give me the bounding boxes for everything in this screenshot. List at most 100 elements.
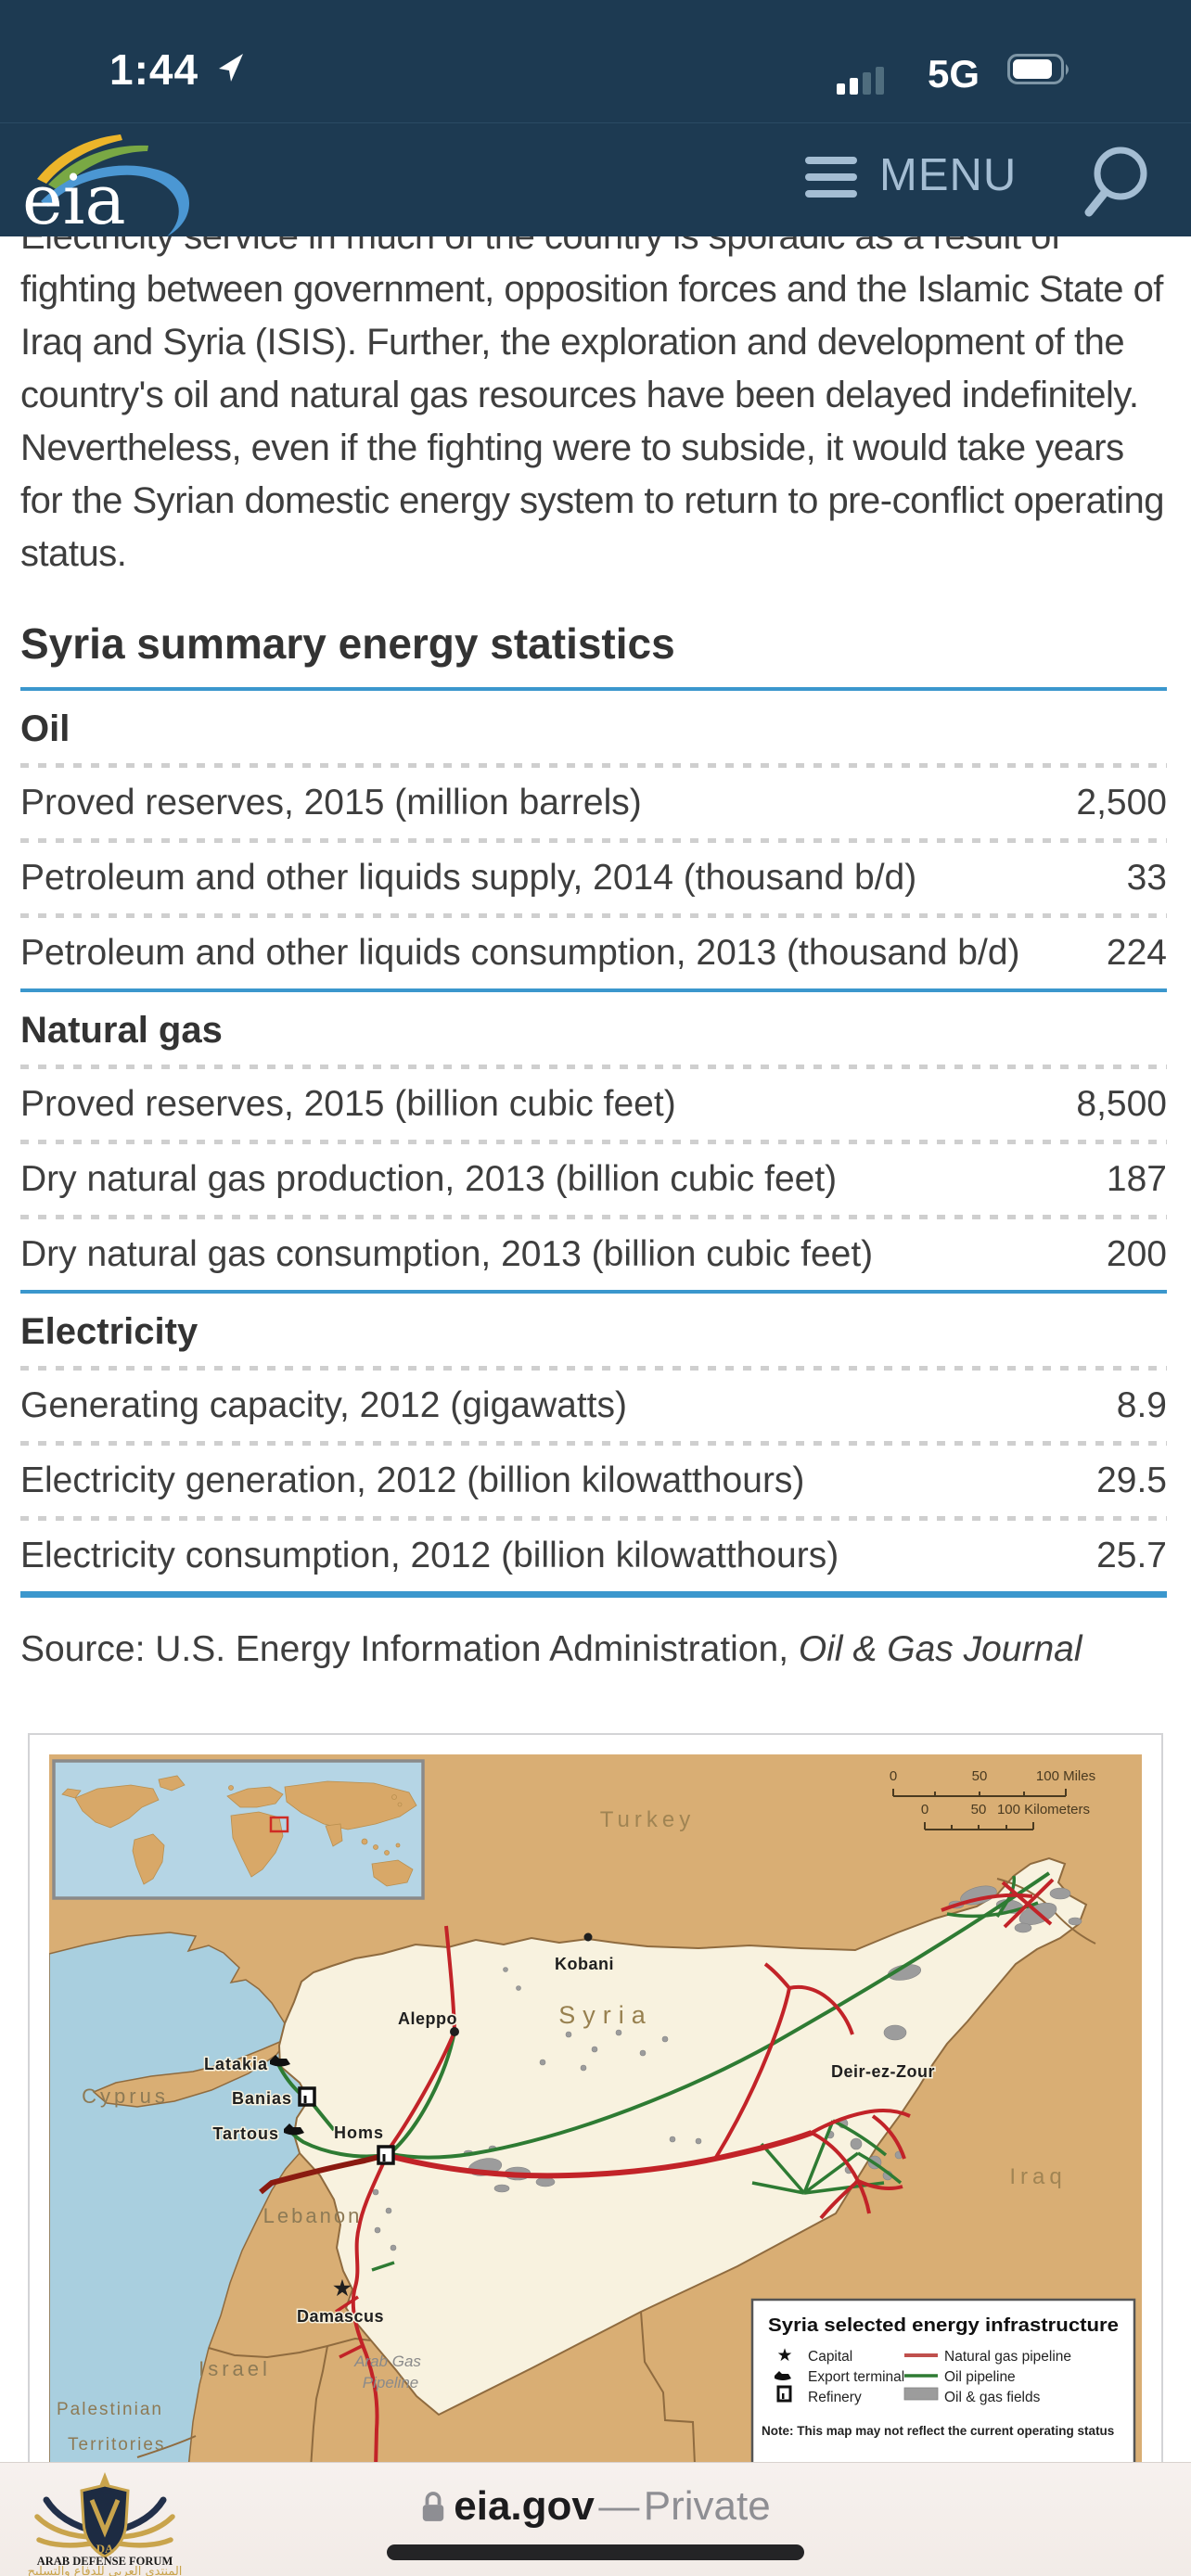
label-arab-gas-pipeline-2: Pipeline — [363, 2374, 419, 2391]
menu-button[interactable]: MENU — [805, 149, 1083, 214]
row-value: 25.7 — [1096, 1536, 1167, 1575]
cellular-signal-icon — [837, 67, 889, 95]
israel-jordan-border — [310, 2345, 328, 2469]
label-iraq: Iraq — [1009, 2164, 1066, 2189]
label-lebanon: Lebanon — [263, 2204, 363, 2227]
ios-status-bar: 1:44 5G — [0, 0, 1191, 123]
label-syria: Syria — [558, 2001, 653, 2029]
search-button[interactable] — [1076, 140, 1164, 223]
eia-logo[interactable]: eia — [20, 131, 206, 245]
divider — [20, 1516, 1167, 1521]
row-label: Generating capacity, 2012 (gigawatts) — [20, 1385, 627, 1425]
battery-icon — [1007, 54, 1069, 84]
aleppo-dot — [450, 2027, 459, 2036]
row-label: Proved reserves, 2015 (billion cubic fee… — [20, 1084, 676, 1124]
url-text: eia.gov — [454, 2483, 595, 2529]
lock-icon — [423, 2492, 444, 2521]
syria-energy-map: Turkey Syria Iraq Lebanon Israel Cyprus … — [28, 1733, 1163, 2549]
natural-gas-pipelines — [259, 1878, 1055, 2469]
table-row: Electricity generation, 2012 (billion ki… — [20, 1446, 1167, 1516]
infrastructure-icons — [270, 2055, 395, 2165]
latakia-export-terminal-icon — [270, 2055, 290, 2067]
source-line: Source: U.S. Energy Information Administ… — [20, 1629, 1167, 1670]
table-row: Proved reserves, 2015 (billion cubic fee… — [20, 1069, 1167, 1140]
legend-fields-label: Oil & gas fields — [944, 2390, 1041, 2405]
legend-note: Note: This map may not reflect the curre… — [762, 2424, 1114, 2438]
divider — [20, 1366, 1167, 1371]
legend-terminal-label: Export terminal — [808, 2369, 904, 2385]
network-type-label: 5G — [928, 52, 980, 96]
label-kobani: Kobani — [555, 1955, 614, 1973]
scale-km-0: 0 — [921, 1802, 928, 1817]
scale-km-100: 100 Kilometers — [997, 1802, 1090, 1817]
palestinian-pointer-line — [136, 2435, 197, 2458]
tartous-export-terminal-icon — [284, 2123, 304, 2136]
scale-miles-50: 50 — [972, 1768, 988, 1784]
scale-miles-100: 100 Miles — [1036, 1768, 1095, 1784]
eia-logo-yellow-swoosh — [37, 134, 122, 184]
label-palestinian-territories-2: Territories — [68, 2435, 165, 2455]
source-journal: Oil & Gas Journal — [798, 1629, 1082, 1669]
row-label: Dry natural gas production, 2013 (billio… — [20, 1159, 838, 1199]
legend-title: Syria selected energy infrastructure — [768, 2315, 1119, 2336]
banias-refinery-tick — [303, 2096, 307, 2103]
watermark-chevron — [89, 2499, 121, 2538]
scale-km-50: 50 — [971, 1802, 987, 1817]
table-row: Dry natural gas consumption, 2013 (billi… — [20, 1219, 1167, 1290]
scale-miles-0: 0 — [890, 1768, 897, 1784]
watermark-arabic: المنتدى العربي للدفاع والتسليح — [28, 2565, 183, 2576]
watermark-title: ARAB DEFENSE FORUM — [37, 2555, 173, 2568]
label-turkey: Turkey — [600, 1807, 695, 1832]
label-damascus: Damascus — [297, 2307, 384, 2326]
label-israel: Israel — [198, 2357, 271, 2380]
search-icon — [1084, 147, 1147, 217]
table-row: Proved reserves, 2015 (million barrels) … — [20, 768, 1167, 838]
map-scale-bars: 0 50 100 Miles 0 50 100 Kilometers — [890, 1768, 1095, 1830]
label-homs: Homs — [334, 2123, 384, 2142]
row-value: 8,500 — [1076, 1084, 1167, 1124]
syria-country — [277, 1856, 1088, 2417]
label-arab-gas-pipeline: Arab Gas — [353, 2353, 421, 2370]
divider — [20, 763, 1167, 768]
divider — [20, 913, 1167, 918]
legend-capital-icon: ★ — [776, 2346, 792, 2366]
city-labels: Kobani Aleppo Latakia Banias Tartous Hom… — [202, 1932, 936, 2327]
status-time: 1:44 — [109, 45, 199, 94]
row-label: Petroleum and other liquids supply, 2014… — [20, 858, 917, 898]
top-chrome: 1:44 5G eia MENU — [0, 0, 1191, 240]
table-row: Generating capacity, 2012 (gigawatts) 8.… — [20, 1371, 1167, 1441]
private-label: Private — [643, 2483, 771, 2529]
row-value: 187 — [1106, 1159, 1167, 1199]
divider — [20, 1140, 1167, 1144]
row-value: 2,500 — [1076, 783, 1167, 823]
divider — [20, 1065, 1167, 1069]
divider — [20, 687, 1167, 691]
kobani-dot — [583, 1932, 593, 1942]
summary-statistics-table: Syria summary energy statistics Oil Prov… — [20, 619, 1167, 1670]
cyprus-island — [92, 2036, 291, 2108]
inset-highlight-rect — [269, 1816, 289, 1833]
legend-fields-swatch — [903, 2387, 939, 2401]
row-label: Electricity generation, 2012 (billion ki… — [20, 1460, 805, 1500]
location-arrow-icon — [219, 54, 243, 82]
banias-refinery-icon — [298, 2086, 316, 2107]
label-latakia: Latakia — [204, 2055, 268, 2073]
table-row: Petroleum and other liquids supply, 2014… — [20, 843, 1167, 913]
divider — [20, 1591, 1167, 1598]
address-bar[interactable]: eia.gov — Private — [0, 2483, 1191, 2530]
menu-label: MENU — [879, 150, 1018, 200]
table-row: Petroleum and other liquids consumption,… — [20, 918, 1167, 988]
divider — [20, 1215, 1167, 1219]
capital-star: ★ — [333, 2276, 352, 2300]
legend-oil-label: Oil pipeline — [944, 2369, 1016, 2385]
row-label: Dry natural gas consumption, 2013 (billi… — [20, 1234, 874, 1274]
divider — [20, 1290, 1167, 1294]
source-text: Source: U.S. Energy Information Administ… — [20, 1629, 799, 1669]
legend-refinery-label: Refinery — [808, 2390, 862, 2405]
row-value: 224 — [1106, 933, 1167, 973]
eia-site-header: eia MENU — [0, 123, 1191, 240]
legend-capital-label: Capital — [808, 2349, 852, 2365]
home-indicator[interactable] — [387, 2544, 804, 2560]
divider — [20, 1441, 1167, 1446]
legend-refinery-tick — [782, 2393, 785, 2399]
